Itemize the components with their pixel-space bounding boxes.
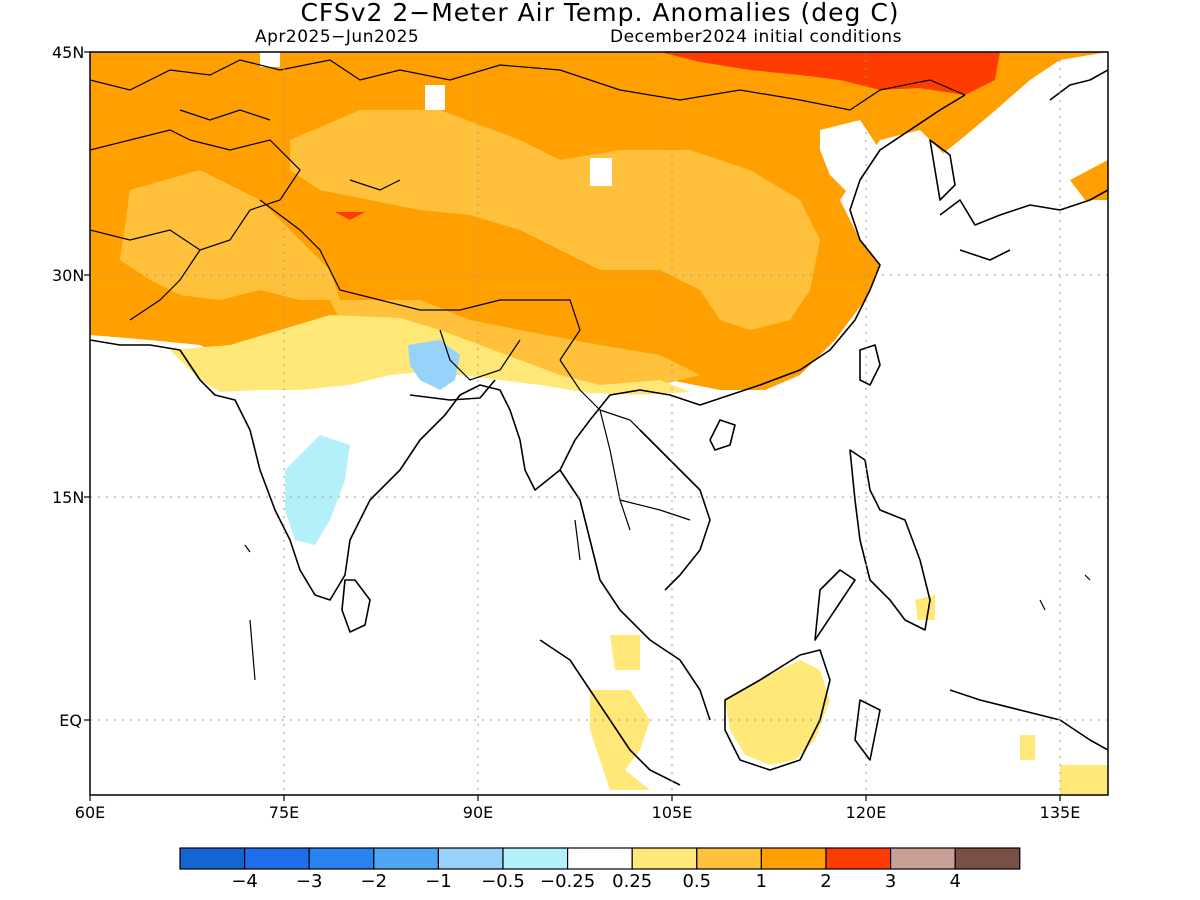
anomaly-region-orange <box>1070 160 1108 200</box>
country-borders <box>90 59 966 531</box>
anomaly-region-yellow <box>725 660 830 765</box>
missing-cell <box>260 52 280 67</box>
ocean-area <box>935 52 1108 235</box>
map-frame <box>89 51 1109 796</box>
anomaly-region-light-orange <box>330 300 700 385</box>
anomaly-region-yellow <box>1020 735 1035 760</box>
lon-label-135e: 135E <box>1039 803 1081 822</box>
anomaly-region-yellow <box>590 690 650 790</box>
anomaly-region-red <box>335 212 365 220</box>
anomaly-region-red <box>660 52 1000 95</box>
colorbar-swatch <box>760 847 827 870</box>
anomaly-region-yellow <box>610 635 640 670</box>
map-title: CFSv2 2−Meter Air Temp. Anomalies (deg C… <box>300 0 900 27</box>
lon-label-90e: 90E <box>462 803 494 822</box>
anomaly-region-yellow <box>1060 765 1108 795</box>
colorbar-swatch <box>889 847 956 870</box>
colorbar-swatch <box>825 847 892 870</box>
colorbar-tick-label: 3 <box>884 871 897 892</box>
colorbar-tick-label: −0.25 <box>540 871 596 892</box>
colorbar-tick-label: −2 <box>360 871 388 892</box>
missing-cell <box>425 85 445 110</box>
lon-label-105e: 105E <box>651 803 693 822</box>
lon-label-75e: 75E <box>268 803 300 822</box>
colorbar-tick-label: 2 <box>820 871 832 892</box>
colorbar-swatch <box>437 847 504 870</box>
colorbar-tick-label: 0.5 <box>682 871 712 892</box>
anomaly-region-light-orange <box>290 110 820 330</box>
colorbar-tick-label: −4 <box>231 871 258 892</box>
colorbar-swatch <box>373 847 439 870</box>
colorbar-swatch <box>244 847 310 870</box>
colorbar-tick-label: 1 <box>755 871 768 892</box>
forecast-period: Apr2025−Jun2025 <box>255 27 420 47</box>
missing-cell <box>590 158 612 186</box>
colorbar-swatch <box>566 847 633 870</box>
colorbar-swatch <box>954 847 1021 870</box>
small-islands <box>244 519 1091 681</box>
lon-label-60e: 60E <box>74 803 106 822</box>
colorbar-swatch <box>696 847 762 870</box>
colorbar-tick-label: −1 <box>425 871 452 892</box>
initial-conditions: December2024 initial conditions <box>610 27 902 47</box>
colorbar-swatch <box>502 847 569 870</box>
anomaly-region-light-orange <box>120 170 340 300</box>
colorbar-tick-label: −0.5 <box>481 871 525 892</box>
anomaly-region-cyan <box>285 435 350 545</box>
axis-ticks <box>84 51 1061 801</box>
lat-label-15n: 15N <box>52 488 85 507</box>
colorbar-tick-label: −3 <box>295 871 323 892</box>
lat-label-30n: 30N <box>52 266 85 285</box>
colorbar-swatch <box>179 847 246 870</box>
ocean-area <box>820 120 880 195</box>
gridlines <box>90 52 1108 795</box>
colorbar-tick-label: 0.25 <box>612 871 653 892</box>
colorbar-swatch <box>631 847 698 870</box>
lon-label-120e: 120E <box>845 803 887 822</box>
coastlines <box>90 69 1108 786</box>
colorbar-swatch <box>308 847 375 870</box>
lat-label-45n: 45N <box>52 43 85 62</box>
colorbar-tick-label: 4 <box>949 871 961 892</box>
lat-label-eq: EQ <box>59 711 82 730</box>
